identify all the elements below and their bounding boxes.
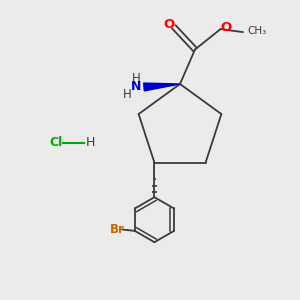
Text: H: H — [123, 88, 132, 101]
Polygon shape — [144, 83, 180, 91]
Text: Cl: Cl — [50, 136, 63, 149]
Text: O: O — [163, 18, 174, 31]
Text: Br: Br — [110, 223, 124, 236]
Text: H: H — [86, 136, 95, 149]
Text: H: H — [132, 72, 141, 85]
Text: O: O — [220, 21, 232, 34]
Text: CH₃: CH₃ — [248, 26, 267, 36]
Text: N: N — [131, 80, 142, 94]
